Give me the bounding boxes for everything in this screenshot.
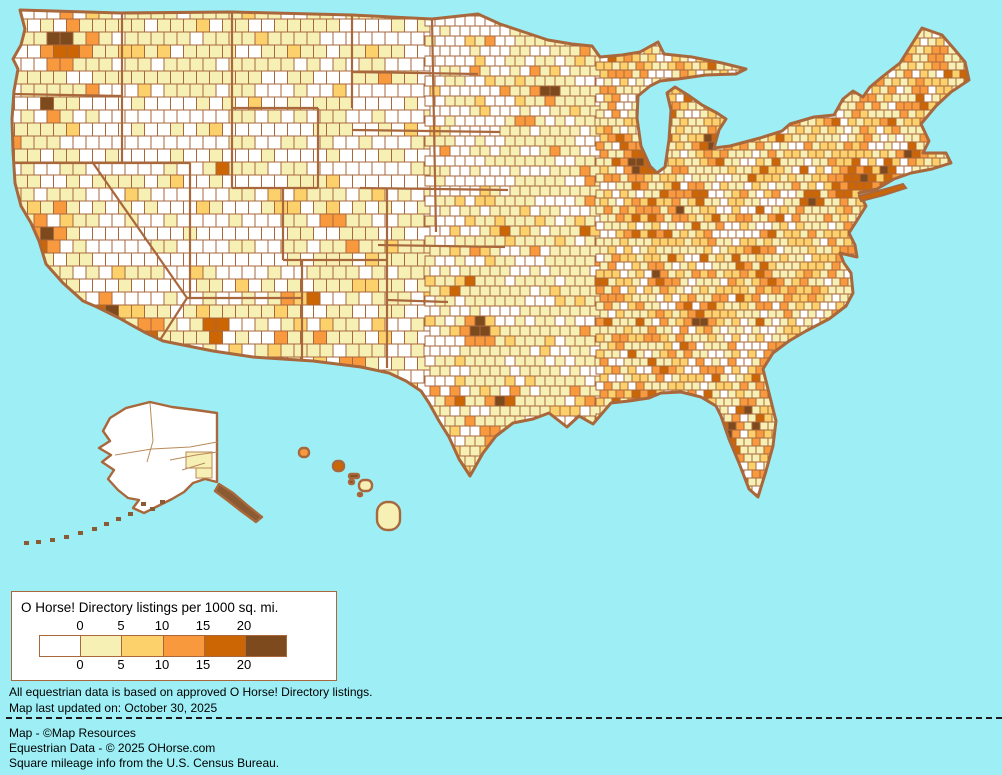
island-maui: [357, 478, 374, 493]
legend-color-ramp: [39, 635, 287, 657]
lower48-outline: [10, 8, 971, 499]
legend-swatch: [162, 636, 204, 656]
hawaii-map: [297, 446, 402, 532]
legend-scale: 0 5 10 15 20 0 5 10 15 20: [39, 618, 287, 674]
island-lanai: [347, 478, 356, 486]
data-disclaimer: All equestrian data is based on approved…: [9, 685, 373, 699]
island-oahu: [331, 459, 346, 473]
island-molokai: [347, 472, 361, 480]
tick-label: 10: [154, 657, 170, 672]
legend-swatch: [244, 636, 287, 656]
census-credit: Square mileage info from the U.S. Census…: [9, 756, 280, 770]
legend-swatch: [121, 636, 163, 656]
legend-title: O Horse! Directory listings per 1000 sq.…: [21, 600, 279, 615]
map-credit: Map - ©Map Resources: [9, 726, 136, 740]
tick-label: 5: [117, 657, 125, 672]
tick-label: 0: [76, 618, 84, 633]
tick-label: 15: [195, 618, 211, 633]
legend-swatch: [203, 636, 245, 656]
tick-label: 20: [236, 618, 252, 633]
island-kauai: [297, 446, 311, 459]
legend-ticks-top: 0 5 10 15 20: [39, 618, 287, 635]
tick-label: 5: [117, 618, 125, 633]
tick-label: 10: [154, 618, 170, 633]
tick-label: 15: [195, 657, 211, 672]
dashed-separator: [6, 717, 1002, 719]
last-updated-note: Map last updated on: October 30, 2025: [9, 701, 218, 715]
island-big-island: [375, 500, 402, 532]
legend-swatch: [80, 636, 122, 656]
us-county-choropleth-map: [10, 8, 971, 545]
legend-ticks-bottom: 0 5 10 15 20: [39, 657, 287, 674]
island-kahoolawe: [356, 491, 364, 498]
legend-box: O Horse! Directory listings per 1000 sq.…: [11, 591, 337, 681]
tick-label: 0: [76, 657, 84, 672]
tick-label: 20: [236, 657, 252, 672]
equestrian-data-credit: Equestrian Data - © 2025 OHorse.com: [9, 741, 216, 755]
long-island: [857, 182, 908, 203]
alaska-map: [24, 400, 264, 545]
state-borders-layer: [12, 12, 509, 368]
legend-swatch: [40, 636, 81, 656]
